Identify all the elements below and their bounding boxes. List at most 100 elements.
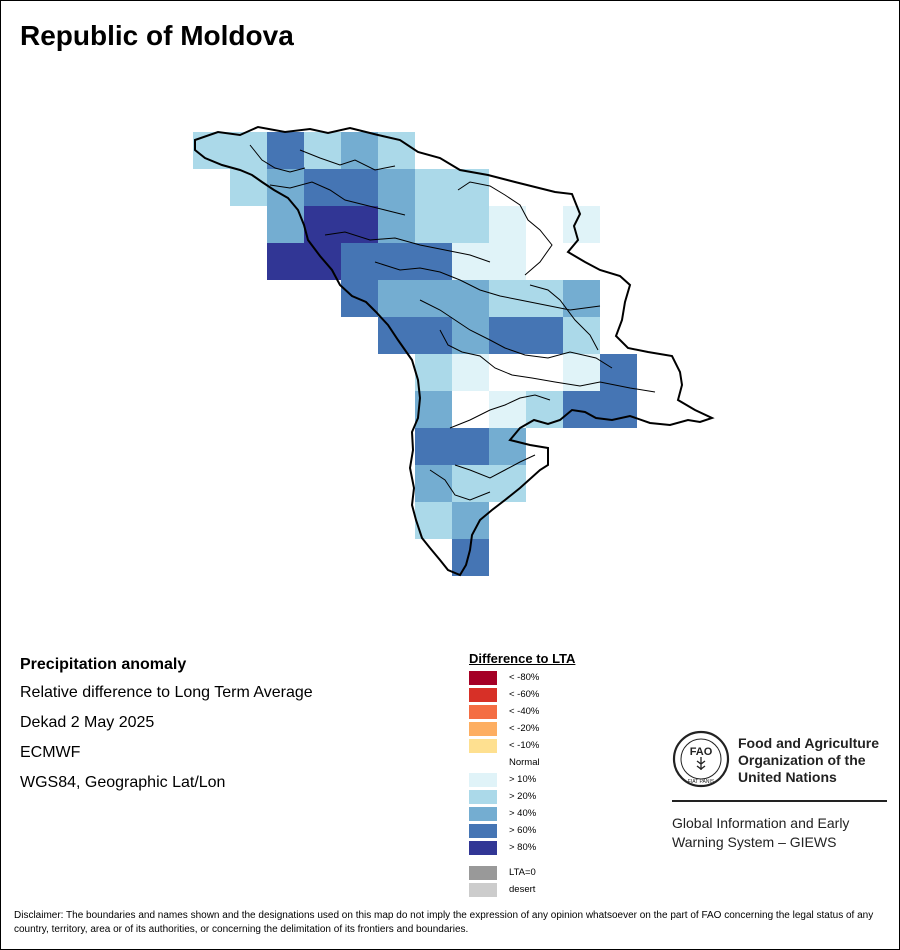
legend-swatch bbox=[469, 722, 497, 736]
grid-cell bbox=[304, 169, 341, 206]
legend-items: < -80% < -60% < -40% < -20% < -10% Normal > 10… bbox=[469, 670, 669, 857]
legend-swatch bbox=[469, 790, 497, 804]
info-heading: Precipitation anomaly bbox=[20, 656, 187, 673]
district-boundary bbox=[457, 181, 553, 276]
district-boundary bbox=[324, 231, 491, 263]
district-boundary bbox=[269, 181, 406, 216]
legend-swatch bbox=[469, 866, 497, 880]
grid-cell bbox=[563, 206, 600, 243]
legend-swatch bbox=[469, 705, 497, 719]
legend-label: Normal bbox=[509, 757, 540, 768]
grid-cell bbox=[452, 317, 489, 354]
grid-cell bbox=[563, 280, 600, 317]
district-boundary bbox=[439, 329, 656, 393]
grid-cell bbox=[230, 132, 267, 169]
grid-cell bbox=[452, 243, 489, 280]
grid-cell bbox=[526, 280, 563, 317]
grid-cell bbox=[489, 243, 526, 280]
legend-swatch bbox=[469, 756, 497, 770]
district-boundary bbox=[419, 299, 613, 369]
grid-cell bbox=[341, 206, 378, 243]
legend-swatch bbox=[469, 883, 497, 897]
grid-cell bbox=[415, 206, 452, 243]
legend-item: < -10% bbox=[469, 738, 669, 755]
legend-item: > 40% bbox=[469, 806, 669, 823]
legend-extra-items: LTA=0 desert bbox=[469, 865, 669, 899]
grid-cell bbox=[489, 317, 526, 354]
grid-cell bbox=[452, 354, 489, 391]
legend-label: > 20% bbox=[509, 791, 537, 802]
grid-cell bbox=[489, 206, 526, 243]
legend-label: < -10% bbox=[509, 740, 540, 751]
grid-cell bbox=[452, 206, 489, 243]
legend-swatch bbox=[469, 739, 497, 753]
legend-item: < -80% bbox=[469, 670, 669, 687]
fao-emblem-icon: FAO FIAT PANIS bbox=[672, 730, 730, 788]
grid-cell bbox=[563, 391, 600, 428]
info-line: WGS84, Geographic Lat/Lon bbox=[20, 774, 226, 791]
legend-item: > 60% bbox=[469, 823, 669, 840]
legend-label: > 10% bbox=[509, 774, 537, 785]
legend-label: < -40% bbox=[509, 706, 540, 717]
legend-swatch bbox=[469, 824, 497, 838]
fao-organization-name: Food and Agriculture Organization of the… bbox=[738, 735, 898, 786]
legend-swatch bbox=[469, 671, 497, 685]
legend-swatch bbox=[469, 773, 497, 787]
grid-cell bbox=[378, 132, 415, 169]
grid-cell bbox=[415, 465, 452, 502]
district-boundary bbox=[374, 261, 601, 311]
grid-cell bbox=[563, 354, 600, 391]
grid-cell bbox=[415, 280, 452, 317]
legend-item: > 20% bbox=[469, 789, 669, 806]
legend-item: Normal bbox=[469, 755, 669, 772]
grid-cell bbox=[563, 317, 600, 354]
grid-cell bbox=[193, 132, 230, 169]
grid-cell bbox=[415, 391, 452, 428]
fao-divider bbox=[672, 800, 887, 802]
grid-cell bbox=[304, 206, 341, 243]
grid-cell bbox=[415, 354, 452, 391]
fao-name-line: Food and Agriculture bbox=[738, 735, 880, 751]
giews-name: Global Information and Early Warning Sys… bbox=[672, 814, 892, 852]
fao-name-line: United Nations bbox=[738, 769, 837, 785]
grid-cell bbox=[378, 280, 415, 317]
fao-motto: FIAT PANIS bbox=[688, 779, 715, 785]
grid-cell bbox=[489, 280, 526, 317]
grid-cell bbox=[341, 243, 378, 280]
country-boundary bbox=[194, 125, 715, 577]
legend-swatch bbox=[469, 841, 497, 855]
legend-label: < -60% bbox=[509, 689, 540, 700]
legend-label: LTA=0 bbox=[509, 867, 536, 878]
legend-item: < -40% bbox=[469, 704, 669, 721]
legend-swatch bbox=[469, 807, 497, 821]
legend-item: > 10% bbox=[469, 772, 669, 789]
grid-cell bbox=[267, 132, 304, 169]
legend-item: < -20% bbox=[469, 721, 669, 738]
boundaries bbox=[194, 125, 715, 577]
grid-cell bbox=[341, 169, 378, 206]
legend-item: < -60% bbox=[469, 687, 669, 704]
grid-cell bbox=[489, 391, 526, 428]
anomaly-grid bbox=[193, 132, 637, 576]
district-boundary bbox=[529, 284, 599, 351]
legend-item: desert bbox=[469, 882, 669, 899]
legend-label: > 80% bbox=[509, 842, 537, 853]
grid-cell bbox=[452, 428, 489, 465]
grid-cell bbox=[489, 428, 526, 465]
grid-cell bbox=[378, 243, 415, 280]
grid-cell bbox=[526, 317, 563, 354]
grid-cell bbox=[415, 428, 452, 465]
fao-name-line: Organization of the bbox=[738, 752, 866, 768]
grid-cell bbox=[452, 169, 489, 206]
district-boundary bbox=[454, 454, 536, 479]
grid-cell bbox=[600, 354, 637, 391]
info-line: ECMWF bbox=[20, 744, 81, 761]
legend-label: desert bbox=[509, 884, 536, 895]
map-canvas bbox=[193, 125, 715, 577]
grid-cell bbox=[489, 465, 526, 502]
grid-cell bbox=[415, 317, 452, 354]
district-boundary bbox=[429, 469, 491, 501]
grid-cell bbox=[452, 502, 489, 539]
info-line: Dekad 2 May 2025 bbox=[20, 714, 155, 731]
legend-label: < -80% bbox=[509, 672, 540, 683]
